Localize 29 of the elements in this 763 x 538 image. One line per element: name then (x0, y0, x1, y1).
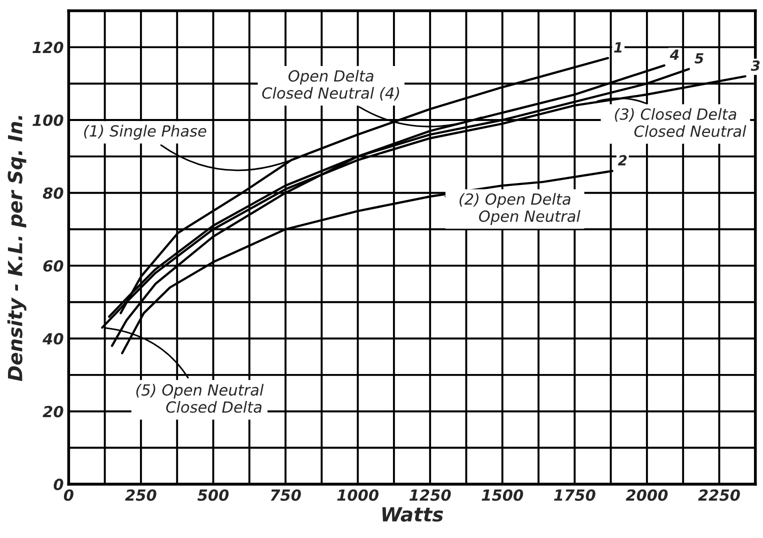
y-axis-title: Density - K.L. per Sq. In. (7, 116, 26, 382)
y-tick-label: 0 (54, 478, 64, 490)
y-tick-label: 120 (32, 42, 64, 54)
x-axis-title: Watts (382, 507, 444, 522)
y-tick-label: 20 (42, 406, 64, 418)
annotation: Open Delta Closed Neutral (4) (262, 70, 400, 101)
annotation: (1) Single Phase (84, 124, 206, 140)
y-tick-label: 100 (32, 114, 64, 126)
x-tick-label: 750 (270, 489, 301, 501)
y-tick-label: 60 (43, 260, 64, 272)
series-label: 5 (694, 53, 704, 64)
annotation: (3) Closed Delta Closed Neutral (614, 108, 746, 138)
x-tick-label: 1500 (482, 489, 524, 501)
y-tick-label: 80 (42, 187, 64, 199)
series-label: 2 (618, 155, 627, 166)
x-tick-label: 1250 (409, 489, 451, 501)
y-tick-label: 40 (42, 332, 64, 345)
x-tick-label: 250 (125, 489, 156, 501)
x-tick-label: 1000 (337, 489, 379, 501)
x-tick-label: 1750 (554, 489, 596, 501)
series-label: 4 (670, 50, 679, 60)
x-tick-label: 2000 (626, 489, 668, 501)
x-tick-label: 2250 (698, 489, 740, 501)
annotation: (5) Open Neutral Closed Delta (136, 384, 264, 413)
x-tick-label: 500 (197, 489, 229, 501)
annotation: (2) Open Delta Open Neutral (460, 193, 580, 225)
series-label: 3 (750, 60, 760, 71)
x-tick-label: 0 (64, 489, 74, 501)
series-label: 1 (614, 42, 622, 52)
